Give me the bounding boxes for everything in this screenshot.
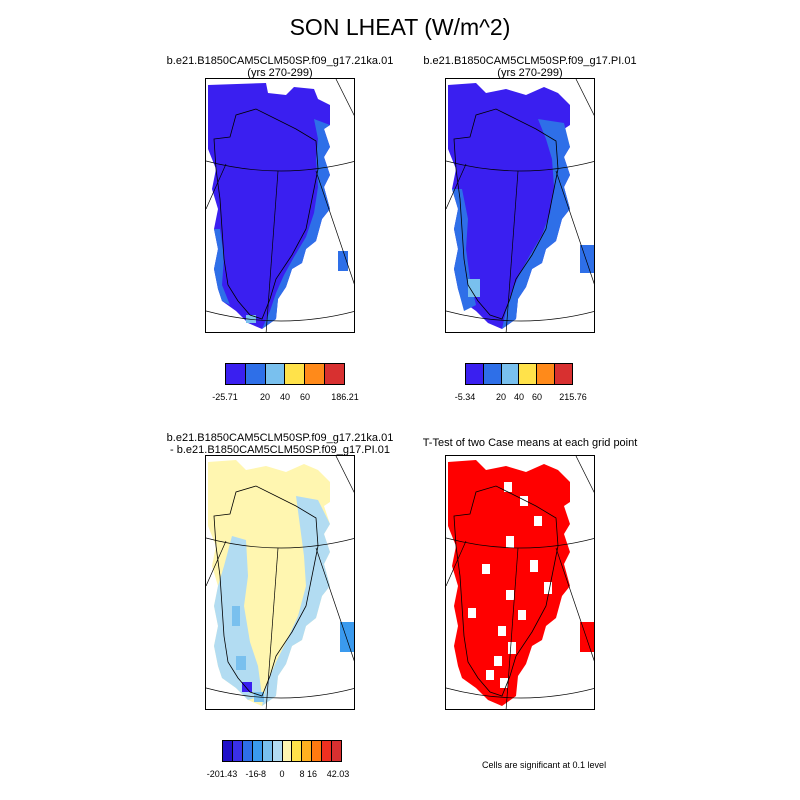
meridian-line [555,170,594,285]
meridian-line [505,547,519,709]
colorbar-label: 0 [279,769,285,779]
colorbar-box [322,741,333,761]
meridian-line [446,163,467,210]
meridian-line [335,79,354,116]
panel-title-line1: T-Test of two Case means at each grid po… [422,437,638,449]
colorbar-label: 40 [513,392,525,402]
map-panel-bottom-right [445,455,595,710]
colorbar-box [292,741,303,761]
colorbar-box [519,364,538,384]
latitude-line [446,537,594,549]
map-panel-top-right [445,78,595,333]
coastline [213,485,319,697]
colorbar-label: 215.76 [559,392,587,402]
colorbar-box [226,364,246,384]
meridian-line [575,456,594,493]
coastal-band [502,119,570,329]
meridian-line [575,79,594,116]
meridian-line [206,163,227,210]
colorbar-box [242,741,253,761]
colorbar-box [272,741,283,761]
colorbar-top-left [225,363,345,385]
panel-title-line1: b.e21.B1850CAM5CLM50SP.f09_g17.21ka.01 [166,55,394,67]
panel-title-line1: b.e21.B1850CAM5CLM50SP.f09_g17.PI.01 [423,55,637,67]
coastline [453,108,559,320]
non-significant-cells [468,482,552,688]
colorbar-label: 16 [306,769,318,779]
latitude-line [446,687,594,699]
meridian-line [335,456,354,493]
colorbar-box [265,364,286,384]
meridian-line [265,170,279,332]
colorbar-label: -25.71 [212,392,238,402]
colorbar-bottom-left [222,740,342,762]
latitude-line [446,310,594,322]
colorbar-label: 186.21 [331,392,359,402]
meridian-line [265,547,279,709]
colorbar-box [501,364,520,384]
meridian-line [315,547,354,662]
colorbar-label: 20 [495,392,507,402]
colorbar-box [252,741,263,761]
panel-title-bottom-right: T-Test of two Case means at each grid po… [395,437,665,449]
colorbar-label: -5.34 [454,392,476,402]
colorbar-box [282,741,293,761]
latitude-line [206,160,354,172]
coastal-band [262,119,330,329]
greenland-fill [208,83,330,329]
coastline [453,485,559,697]
colorbar-box [262,741,273,761]
greenland-fill [448,83,570,329]
panel-title-line2: (yrs 270-299) [497,67,563,79]
coastline [213,108,319,320]
latitude-line [206,537,354,549]
colorbar-label: 8 [299,769,305,779]
significance-note: Cells are significant at 0.1 level [482,760,607,770]
latitude-line [446,160,594,172]
colorbar-box [555,364,572,384]
colorbar-label: 60 [299,392,311,402]
colorbar-label: 42.03 [326,769,350,779]
colorbar-box [302,741,313,761]
colorbar-box [245,364,266,384]
light-blue-region [262,496,330,706]
map-panel-bottom-left [205,455,355,710]
colorbar-box [312,741,323,761]
colorbar-label: 40 [279,392,291,402]
meridian-line [505,170,519,332]
colorbar-box [305,364,326,384]
colorbar-box [325,364,344,384]
colorbar-box [285,364,306,384]
latitude-line [206,310,354,322]
meridian-line [446,540,467,587]
coastal-band-west [214,229,230,305]
colorbar-box [466,364,484,384]
panel-title-line2: (yrs 270-299) [247,67,313,79]
colorbar-top-right [465,363,573,385]
latitude-line [206,687,354,699]
colorbar-box [223,741,233,761]
figure-title: SON LHEAT (W/m^2) [289,14,511,40]
colorbar-box [537,364,556,384]
panel-title-top-right: b.e21.B1850CAM5CLM50SP.f09_g17.PI.01 (yr… [400,55,660,79]
panel-title-line1: b.e21.B1850CAM5CLM50SP.f09_g17.21ka.01 [166,432,394,444]
colorbar-box [483,364,502,384]
panel-title-line2: - b.e21.B1850CAM5CLM50SP.f09_g17.PI.01 [170,444,390,456]
panel-title-bottom-left: b.e21.B1850CAM5CLM50SP.f09_g17.21ka.01 -… [150,432,410,456]
colorbar-label: -201.43 [206,769,238,779]
colorbar-box [232,741,243,761]
colorbar-label: -8 [257,769,267,779]
meridian-line [315,170,354,285]
colorbar-box [332,741,342,761]
panel-title-top-left: b.e21.B1850CAM5CLM50SP.f09_g17.21ka.01 (… [150,55,410,79]
colorbar-label: 60 [531,392,543,402]
colorbar-label: 20 [259,392,271,402]
map-panel-top-left [205,78,355,333]
colorbar-label: -16 [245,769,259,779]
meridian-line [555,547,594,662]
meridian-line [206,540,227,587]
